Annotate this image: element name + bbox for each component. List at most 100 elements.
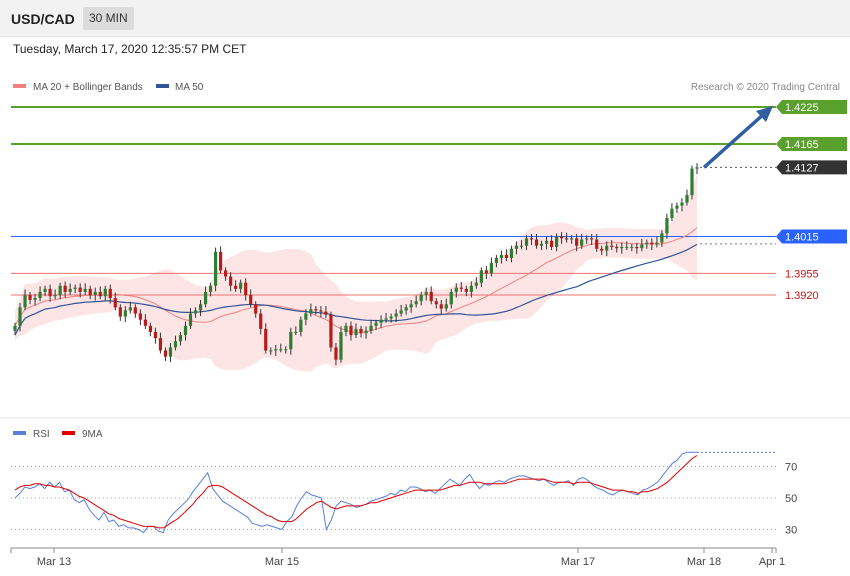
level-label-resistance: 1.4225 — [776, 100, 847, 114]
level-label-resistance: 1.4165 — [776, 136, 847, 151]
level-label-support: 1.3955 — [785, 268, 819, 280]
candle — [389, 313, 393, 323]
candle — [444, 298, 448, 312]
rsi-legend-label: RSI — [33, 429, 50, 440]
ma50-legend-swatch — [156, 84, 169, 88]
candle — [13, 322, 17, 336]
candle — [489, 257, 493, 277]
x-tick-label: Mar 13 — [37, 556, 71, 568]
candle — [394, 309, 398, 323]
candle — [429, 286, 433, 305]
candle — [524, 235, 529, 251]
candle — [414, 295, 418, 308]
candle — [434, 298, 438, 309]
candle — [299, 316, 303, 337]
candle — [254, 301, 258, 318]
symbol-title: USD/CAD — [11, 11, 75, 27]
rsi-panel: 70 50 30 — [11, 451, 797, 537]
candle — [374, 319, 378, 331]
candle — [449, 288, 453, 309]
candle — [544, 236, 549, 250]
candle — [474, 277, 478, 289]
candle — [590, 233, 594, 246]
ma20-legend-label: MA 20 + Bollinger Bands — [33, 82, 143, 93]
candle — [138, 309, 142, 326]
candle — [173, 335, 178, 351]
rsi-tick-label: 70 — [785, 462, 797, 474]
candle — [153, 327, 158, 344]
candle — [464, 285, 468, 297]
rsi-tick-label: 50 — [785, 493, 797, 505]
forecast-arrow-shaft — [702, 111, 767, 169]
candle — [384, 312, 388, 323]
candle — [534, 233, 539, 249]
candle — [158, 332, 163, 354]
candle — [399, 304, 403, 317]
candle — [133, 304, 137, 318]
candle — [58, 282, 62, 300]
candle — [274, 344, 278, 357]
candle — [239, 279, 243, 294]
candle — [479, 267, 483, 287]
candle — [665, 213, 669, 239]
level-label-pivot: 1.4015 — [776, 229, 847, 244]
candle — [314, 306, 318, 315]
candle — [354, 323, 358, 339]
candle — [264, 323, 268, 354]
level-label-box — [776, 160, 847, 175]
candle — [359, 325, 363, 338]
candle — [324, 306, 328, 318]
level-label-text: 1.4015 — [785, 231, 819, 243]
chart-datetime: Tuesday, March 17, 2020 12:35:57 PM CET — [13, 42, 247, 56]
candle — [645, 239, 649, 249]
price-levels — [11, 106, 776, 296]
price-level-labels: 1.4225 1.4165 1.4127 1.4015 1.3955 1.3920 — [776, 100, 847, 302]
candle — [213, 247, 218, 292]
candle — [234, 280, 238, 292]
candle — [404, 304, 408, 315]
candle — [128, 301, 132, 314]
rsi-tick-label: 30 — [785, 525, 797, 537]
candle — [193, 307, 198, 318]
candle — [163, 347, 168, 361]
candle — [304, 309, 308, 326]
candle — [459, 282, 463, 292]
candle — [309, 303, 313, 317]
level-label-text: 1.4127 — [785, 162, 819, 174]
rsi-ma-line — [14, 455, 698, 529]
candle — [143, 314, 147, 329]
timeframe-button[interactable]: 30 MIN — [83, 7, 134, 30]
candle — [344, 322, 348, 337]
candle — [514, 241, 519, 255]
x-axis: Mar 13 Mar 15 Mar 17 Mar 18 Apr 1 — [10, 548, 785, 568]
candle — [600, 245, 604, 255]
candle — [695, 163, 699, 175]
candle — [244, 278, 248, 301]
candle — [178, 331, 183, 346]
candle — [319, 306, 323, 318]
candle — [339, 326, 343, 363]
candle — [630, 243, 634, 252]
candle — [620, 242, 624, 254]
candle — [369, 320, 373, 334]
rsi-ma-legend-swatch — [62, 431, 75, 435]
forecast-arrow — [702, 106, 773, 169]
candle — [289, 327, 293, 355]
candle — [148, 322, 152, 337]
candle — [224, 267, 228, 281]
candle — [118, 304, 122, 321]
candle — [43, 285, 47, 297]
candle — [439, 299, 443, 315]
forecast-arrow-head — [756, 106, 773, 122]
candle — [650, 238, 654, 251]
candle — [18, 303, 22, 332]
candle — [660, 230, 664, 247]
candle — [259, 309, 263, 335]
level-label-support: 1.3920 — [785, 290, 819, 302]
candle — [83, 283, 87, 295]
candle — [334, 343, 338, 366]
level-label-text: 1.3955 — [785, 268, 819, 280]
x-tick-label: Mar 15 — [265, 556, 299, 568]
x-tick-label: Apr 1 — [759, 556, 785, 568]
